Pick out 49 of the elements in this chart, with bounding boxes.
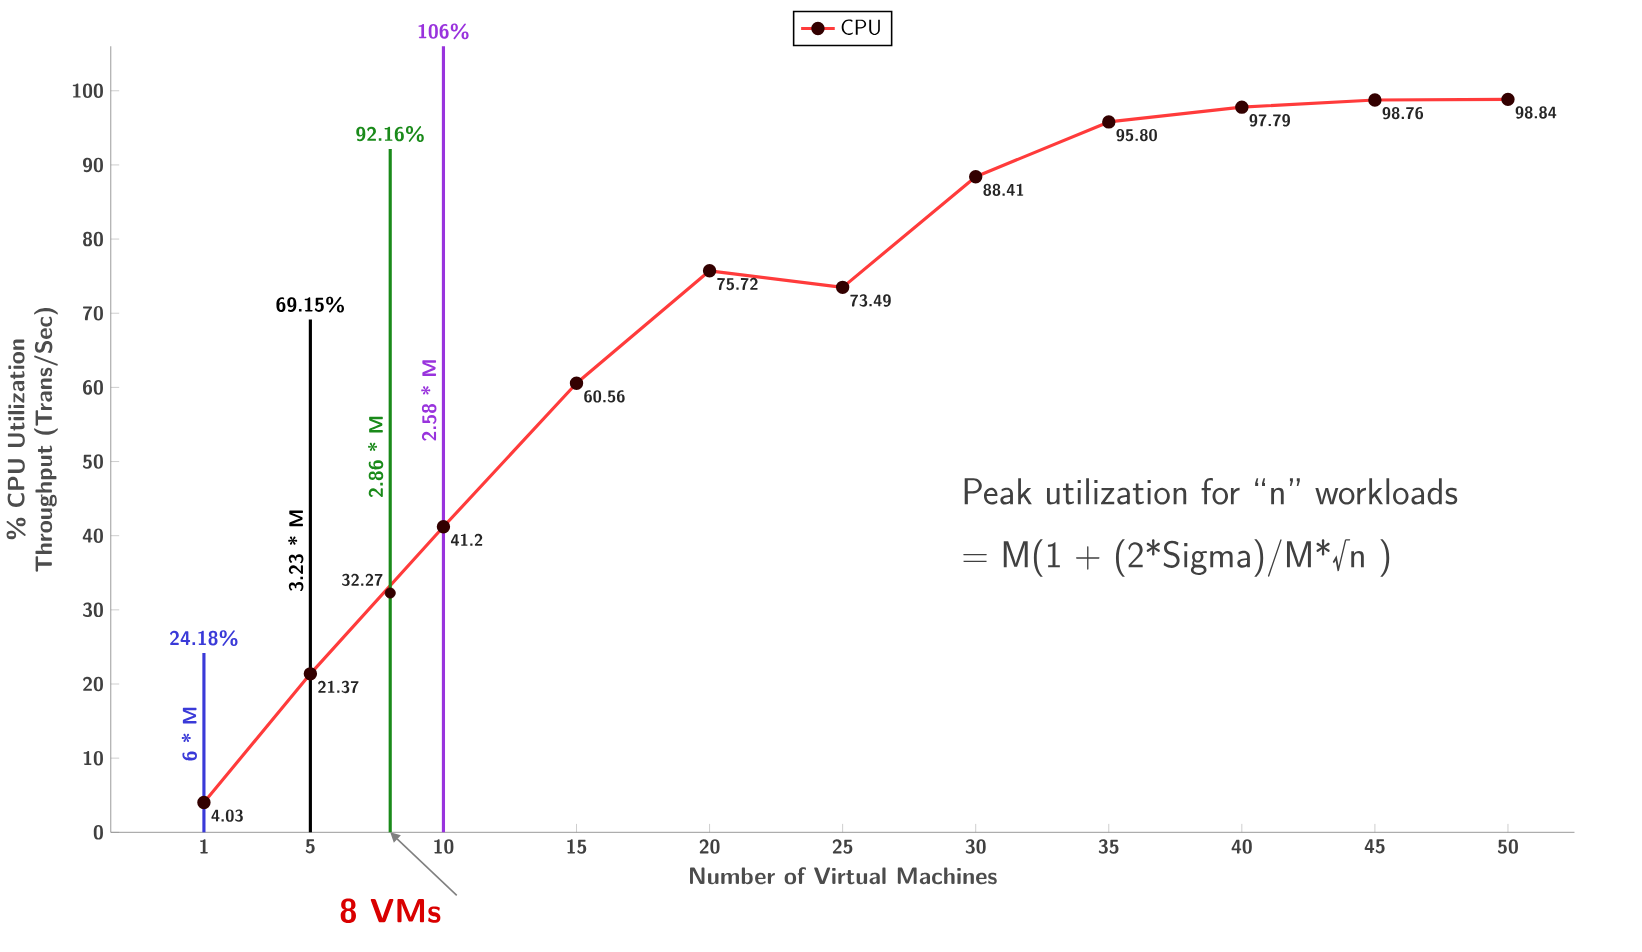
y-tick-label: 0	[93, 824, 103, 840]
legend-label: CPU	[841, 19, 880, 35]
data-label: 24.18%	[170, 629, 238, 646]
data-label: 32.27	[342, 573, 383, 586]
data-label: 88.41	[983, 183, 1024, 196]
data-label: 69.15%	[276, 296, 344, 313]
data-label: 98.84	[1515, 106, 1557, 119]
x-tick-label: 30	[965, 839, 986, 854]
y-axis-title: % CPU Utilization Throughput (Trans/Sec)	[6, 307, 58, 572]
x-tick-label: 10	[434, 839, 454, 854]
text: 3.23 * M	[288, 510, 304, 591]
x-tick-label: 20	[699, 839, 720, 854]
data-label: 95.80	[1116, 128, 1157, 141]
y-tick-label: 80	[83, 231, 103, 247]
x-axis-title: Number of Virtual Machines	[690, 867, 997, 885]
data-label: 98.76	[1382, 106, 1424, 120]
y-tick-label: 60	[83, 379, 103, 395]
y-tick-label: 50	[82, 454, 103, 469]
annotation: Peak utilization for “n” workloads	[964, 477, 1458, 505]
text: 2.58 * M	[421, 360, 437, 441]
x-tick-label: 45	[1364, 839, 1385, 854]
x-tick-label: 50	[1497, 839, 1518, 854]
y-tick-label: 90	[83, 157, 103, 172]
x-tick-label: 15	[567, 839, 587, 854]
y-tick-label: 20	[83, 676, 103, 692]
point	[384, 587, 396, 599]
x-tick-label: 25	[832, 839, 853, 854]
data-label: 92.16%	[356, 125, 424, 142]
annotation: 8 VMs	[340, 898, 441, 923]
x-tick-label: 5	[305, 839, 315, 854]
data-label: 106%	[418, 23, 469, 40]
y-tick-label: 30	[83, 602, 103, 617]
x-tick-label: 35	[1098, 839, 1119, 854]
data-label: 73.49	[850, 294, 891, 307]
text: 6 * M	[181, 707, 197, 761]
y-tick-label: 70	[83, 305, 103, 321]
y-tick-label: 100	[72, 83, 103, 98]
data-label: 4.03	[211, 809, 243, 822]
text: 2.86 * M	[368, 416, 384, 497]
x-tick-label: 1	[199, 839, 208, 854]
data-label: 75.72	[717, 277, 758, 290]
data-label: 60.56	[584, 389, 625, 403]
annotation: = M(1 + (2*Sigma)/M*√n )	[963, 539, 1390, 577]
data-label: 97.79	[1249, 113, 1290, 127]
x-tick-label: 40	[1231, 839, 1252, 854]
y-tick-label: 10	[83, 750, 103, 766]
y-tick-label: 40	[82, 528, 103, 543]
data-label: 21.37	[318, 680, 359, 693]
data-label: 41.2	[450, 533, 483, 546]
